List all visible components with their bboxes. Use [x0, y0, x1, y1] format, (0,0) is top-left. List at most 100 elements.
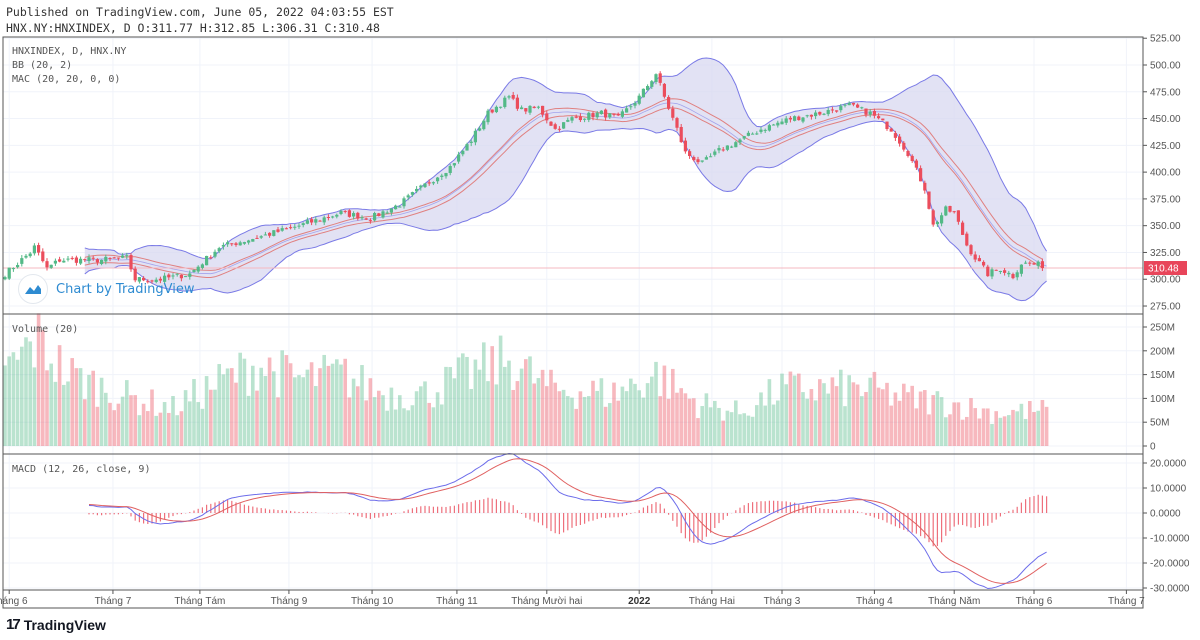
- candle-body: [843, 104, 847, 106]
- candle-body: [557, 128, 561, 130]
- legend-mac: MAC (20, 20, 0, 0): [12, 74, 120, 85]
- candle-body: [482, 120, 486, 130]
- volume-bar: [595, 390, 599, 446]
- volume-bar: [893, 392, 898, 446]
- time-axis-label: Tháng Hai: [689, 596, 735, 607]
- volume-bar: [150, 389, 154, 446]
- candle-body: [826, 110, 830, 115]
- candle-body: [154, 279, 158, 282]
- volume-bar: [364, 400, 368, 446]
- candle-body: [410, 192, 414, 195]
- candle-body: [58, 259, 62, 262]
- volume-bar: [318, 368, 322, 446]
- candle-body: [457, 154, 461, 162]
- candle-body: [259, 236, 263, 238]
- candle-body: [116, 257, 120, 259]
- volume-axis-tick-label: 200M: [1150, 346, 1175, 357]
- candle-body: [704, 157, 708, 160]
- volume-bar: [83, 399, 87, 446]
- candle-body: [780, 121, 784, 125]
- candle-body: [297, 225, 301, 227]
- volume-bar: [528, 356, 532, 446]
- volume-bar: [725, 410, 730, 446]
- candle-body: [377, 213, 381, 217]
- volume-bar: [944, 417, 948, 446]
- candle-body: [95, 259, 99, 263]
- volume-bar: [645, 383, 650, 446]
- candle-body: [591, 113, 595, 118]
- volume-bar: [603, 406, 608, 446]
- candle-body: [20, 258, 24, 264]
- candle-body: [133, 268, 137, 281]
- candle-body: [284, 228, 288, 230]
- candle-body: [902, 142, 906, 150]
- volume-bar: [574, 408, 578, 446]
- candle-body: [1011, 274, 1015, 279]
- volume-bar: [587, 396, 591, 446]
- volume-bar: [952, 402, 956, 446]
- volume-bar: [284, 355, 289, 446]
- volume-bar: [196, 402, 200, 446]
- price-axis-tick-label: 350.00: [1150, 221, 1181, 232]
- volume-bar: [868, 377, 872, 446]
- volume-axis-tick-label: 50M: [1150, 418, 1169, 429]
- candle-body: [217, 248, 221, 252]
- volume-bar: [217, 364, 221, 446]
- volume-bar: [910, 385, 914, 446]
- volume-bar: [763, 405, 767, 446]
- candle-body: [175, 273, 179, 275]
- volume-bar: [927, 414, 931, 446]
- candle-body: [830, 109, 834, 111]
- candle-body: [1007, 272, 1011, 275]
- candle-body: [511, 94, 515, 99]
- volume-bar: [566, 396, 570, 446]
- volume-bar: [923, 390, 927, 446]
- candle-body: [940, 215, 944, 224]
- candle-body: [948, 205, 952, 212]
- volume-bar: [398, 395, 402, 446]
- candle-body: [864, 108, 868, 115]
- candle-body: [553, 124, 557, 129]
- candle-body: [574, 116, 578, 118]
- volume-bar: [175, 415, 179, 446]
- candle-body: [818, 111, 822, 115]
- footer-logo[interactable]: 17 TradingView: [6, 616, 106, 633]
- volume-bar: [1011, 409, 1015, 446]
- candle-body: [188, 273, 192, 277]
- candle-body: [112, 257, 116, 259]
- volume-bar: [490, 346, 494, 446]
- volume-bar: [99, 377, 104, 446]
- signal-line: [88, 458, 1047, 584]
- candle-body: [839, 106, 843, 111]
- volume-bar: [700, 406, 704, 446]
- candle-body: [28, 253, 32, 257]
- price-axis-tick-label: 500.00: [1150, 61, 1181, 72]
- candle-body: [209, 257, 213, 259]
- legend-volume: Volume (20): [12, 324, 78, 335]
- candle-body: [419, 185, 423, 188]
- volume-bar: [120, 396, 125, 446]
- candle-body: [683, 140, 687, 152]
- volume-bar: [368, 378, 373, 446]
- volume-bar: [599, 378, 604, 446]
- price-axis-tick-label: 450.00: [1150, 114, 1181, 125]
- volume-bar: [141, 403, 146, 446]
- candle-body: [318, 220, 322, 222]
- macd-axis-tick-label: 0.0000: [1150, 509, 1181, 520]
- volume-bar: [221, 374, 226, 446]
- volume-bar: [847, 375, 851, 446]
- volume-bar: [805, 398, 809, 446]
- volume-bar: [351, 378, 356, 446]
- volume-bar: [1002, 416, 1007, 446]
- volume-bar: [104, 392, 108, 446]
- volume-bar: [11, 352, 16, 446]
- candle-body: [910, 155, 914, 162]
- volume-bar: [507, 360, 511, 446]
- volume-bar: [440, 404, 444, 446]
- volume-bar: [973, 408, 977, 446]
- tradingview-watermark[interactable]: Chart by TradingView: [18, 274, 194, 304]
- time-axis-label: 2022: [628, 596, 651, 607]
- volume-bar: [444, 366, 448, 446]
- volume-bar: [624, 391, 629, 446]
